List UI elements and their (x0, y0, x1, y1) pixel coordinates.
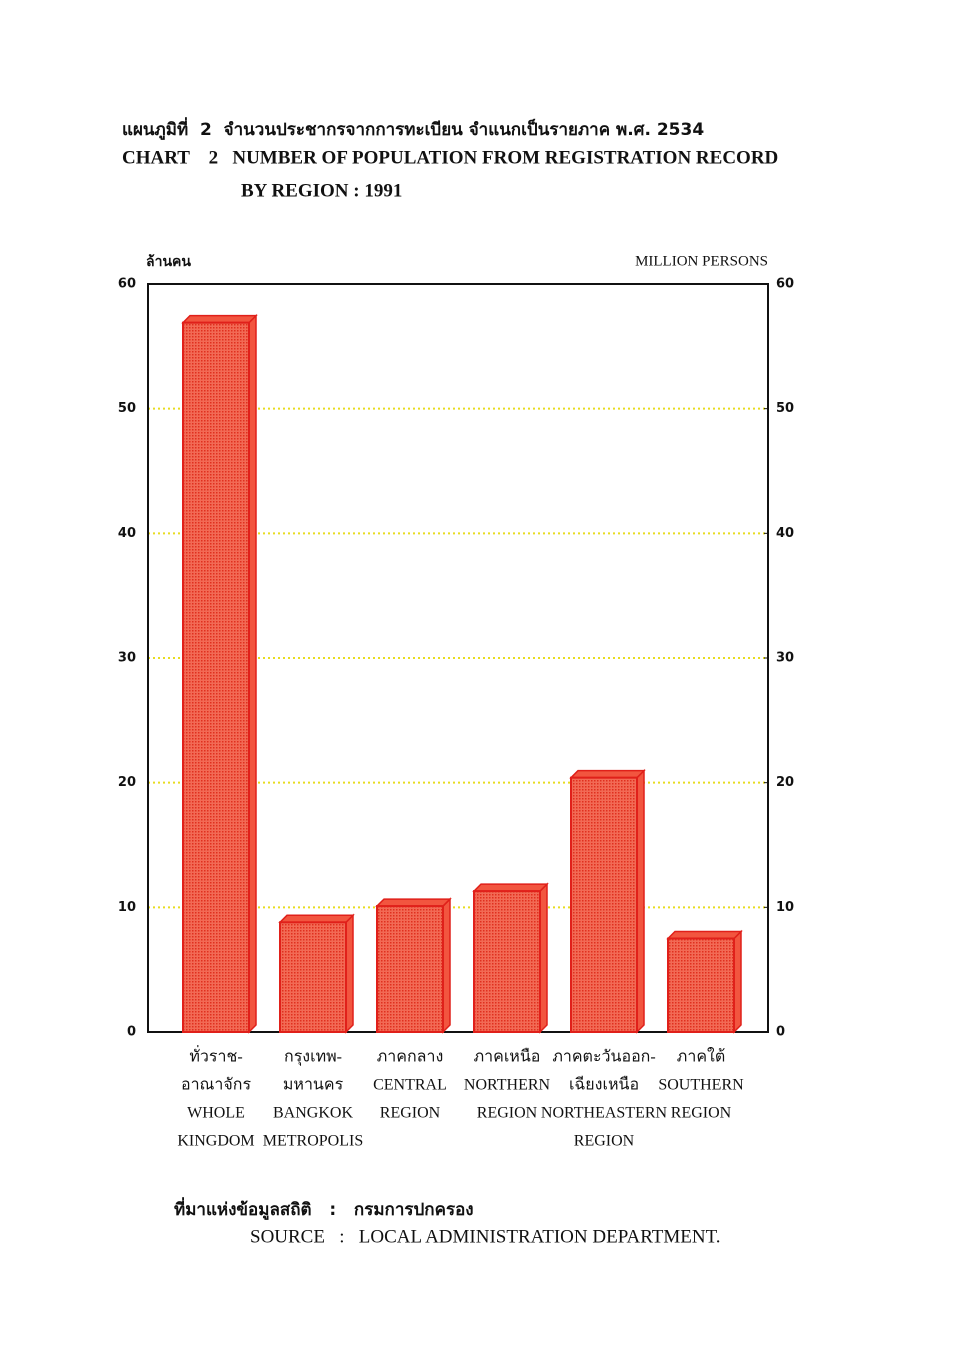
y2-axis-label: MILLION PERSONS (635, 253, 768, 269)
bar-side (733, 929, 742, 1034)
x-tick-label: BANGKOK (273, 1105, 353, 1122)
bar-side (636, 768, 645, 1034)
y2-tick-label: 30 (776, 651, 794, 666)
x-tick-label: REGION (671, 1105, 732, 1122)
x-tick-label: REGION (380, 1105, 441, 1122)
title-thai: แผนภูมิที่ 2 จำนวนประชากรจากการทะเบียน จ… (122, 117, 704, 141)
bar (473, 890, 541, 1033)
bar-top (278, 914, 355, 924)
bar (182, 321, 250, 1033)
y-tick-label: 0 (127, 1025, 136, 1040)
y-tick-label: 10 (118, 900, 136, 915)
bar-top (181, 314, 258, 324)
x-tick-label: METROPOLIS (263, 1133, 363, 1150)
y-tick-label: 60 (118, 277, 136, 292)
chart-title: BY REGION : 1991 (241, 180, 402, 201)
x-tick-label: อาณาจักร (181, 1077, 251, 1094)
x-tick-label: ทั่วราช- (189, 1045, 242, 1066)
bar-top (569, 769, 646, 779)
y2-tick-label: 10 (776, 900, 794, 915)
x-tick-label: กรุงเทพ- (284, 1049, 342, 1067)
y-tick-label: 20 (118, 775, 136, 790)
y2-tick-label: 20 (776, 775, 794, 790)
x-tick-label: NORTHERN (464, 1077, 551, 1094)
bar-side (248, 313, 257, 1034)
y2-tick-label: 40 (776, 526, 794, 541)
bar-top (472, 883, 549, 892)
x-tick-label: KINGDOM (177, 1133, 254, 1150)
x-tick-label: REGION (477, 1105, 538, 1122)
y-tick-label: 30 (118, 651, 136, 666)
bar-side (539, 882, 548, 1034)
plot-frame (147, 283, 769, 1033)
source-thai: ที่มาแห่งข้อมูลสถิติ : กรมการปกครอง (174, 1197, 474, 1221)
chart-title: CHART 2 NUMBER OF POPULATION FROM REGIST… (122, 147, 778, 168)
x-tick-label: ภาคเหนือ (474, 1048, 541, 1066)
bar (279, 921, 347, 1033)
y2-tick-label: 60 (776, 277, 794, 292)
bar-side (442, 897, 451, 1034)
y2-tick-label: 0 (776, 1025, 785, 1040)
y2-tick-label: 50 (776, 401, 794, 416)
x-tick-label: WHOLE (187, 1105, 245, 1122)
x-tick-label: CENTRAL (373, 1077, 447, 1094)
x-tick-label: มหานคร (283, 1077, 344, 1094)
x-tick-label: ภาคใต้ (677, 1047, 725, 1066)
y-tick-label: 50 (118, 401, 136, 416)
x-tick-label: NORTHEASTERN (541, 1105, 668, 1122)
bar-side (345, 913, 354, 1034)
y-tick-label: 40 (118, 526, 136, 541)
bar-top (375, 898, 452, 907)
x-tick-label: SOUTHERN (658, 1077, 744, 1094)
x-tick-label: ภาคตะวันออก- (552, 1049, 655, 1066)
y-axis-label: ล้านคน (146, 254, 191, 270)
bar (376, 905, 444, 1033)
bar (667, 937, 735, 1033)
bar-top (666, 930, 743, 940)
bar (570, 776, 638, 1033)
x-tick-label: REGION (574, 1133, 635, 1150)
x-tick-label: ภาคกลาง (377, 1049, 444, 1066)
x-tick-label: เฉียงเหนือ (569, 1076, 639, 1094)
source: SOURCE : LOCAL ADMINISTRATION DEPARTMENT… (250, 1226, 721, 1247)
